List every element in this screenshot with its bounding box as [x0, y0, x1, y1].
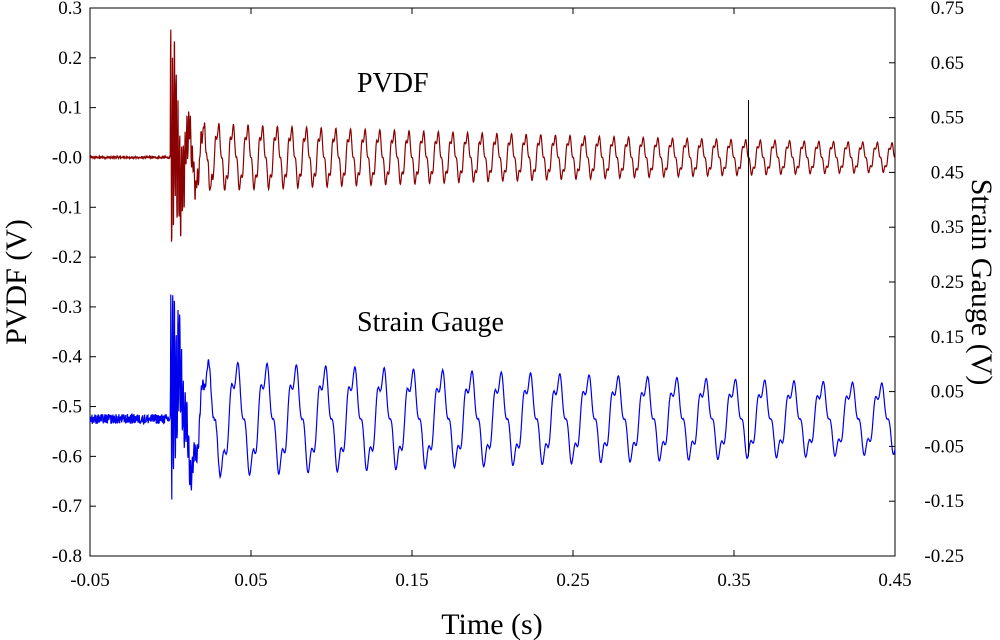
- y-right-tick-label: 0.05: [931, 382, 964, 403]
- x-tick-label: -0.05: [70, 570, 110, 591]
- strain-gauge-annotation: Strain Gauge: [357, 307, 504, 338]
- series-line-pvdf: [89, 29, 896, 242]
- y-left-tick-label: -0.6: [52, 446, 82, 467]
- y-right-tick-label: 0.45: [931, 162, 964, 183]
- y-right-tick-label: 0.25: [931, 272, 964, 293]
- x-tick-label: 0.25: [556, 570, 589, 591]
- y-axis-right-title: Strain Gauge (V): [965, 179, 998, 386]
- axis-ticks: -0.05 0.05 0.15 0.25 0.35 0.45 0.3 0.2 0.1 -0.0 -0…: [52, 0, 964, 591]
- y-left-tick-label: -0.4: [52, 347, 83, 368]
- y-left-tick-label: -0.8: [52, 546, 82, 567]
- y-left-tick-label: -0.7: [52, 496, 82, 517]
- y-left-tick-label: -0.1: [52, 197, 82, 218]
- y-right-tick-label: 0.75: [931, 0, 964, 19]
- y-left-tick-label: -0.3: [52, 297, 82, 318]
- y-right-tick-label: -0.05: [924, 436, 964, 457]
- y-left-tick-label: -0.5: [52, 397, 82, 418]
- x-tick-label: 0.05: [234, 570, 267, 591]
- series-group: [89, 29, 896, 500]
- plot-frame: [89, 7, 896, 557]
- y-left-tick-label: -0.2: [52, 247, 82, 268]
- y-right-tick-label: -0.25: [924, 546, 964, 567]
- series-line-strain-gauge: [89, 294, 896, 500]
- y-right-tick-label: 0.35: [931, 217, 964, 238]
- x-tick-label: 0.15: [395, 570, 428, 591]
- y-right-tick-label: 0.15: [931, 327, 964, 348]
- pvdf-annotation: PVDF: [357, 68, 429, 99]
- y-left-tick-label: 0.2: [58, 48, 82, 69]
- y-left-tick-label: 0.1: [58, 98, 82, 119]
- x-tick-label: 0.35: [717, 570, 750, 591]
- y-right-tick-label: 0.65: [931, 53, 964, 74]
- y-left-tick-label: 0.3: [58, 0, 82, 19]
- y-right-tick-label: 0.55: [931, 108, 964, 129]
- y-left-tick-label: -0.0: [52, 147, 82, 168]
- x-tick-label: 0.45: [878, 570, 911, 591]
- y-right-tick-label: -0.15: [924, 491, 964, 512]
- y-axis-left-title: PVDF (V): [0, 219, 33, 345]
- x-axis-title: Time (s): [441, 608, 542, 640]
